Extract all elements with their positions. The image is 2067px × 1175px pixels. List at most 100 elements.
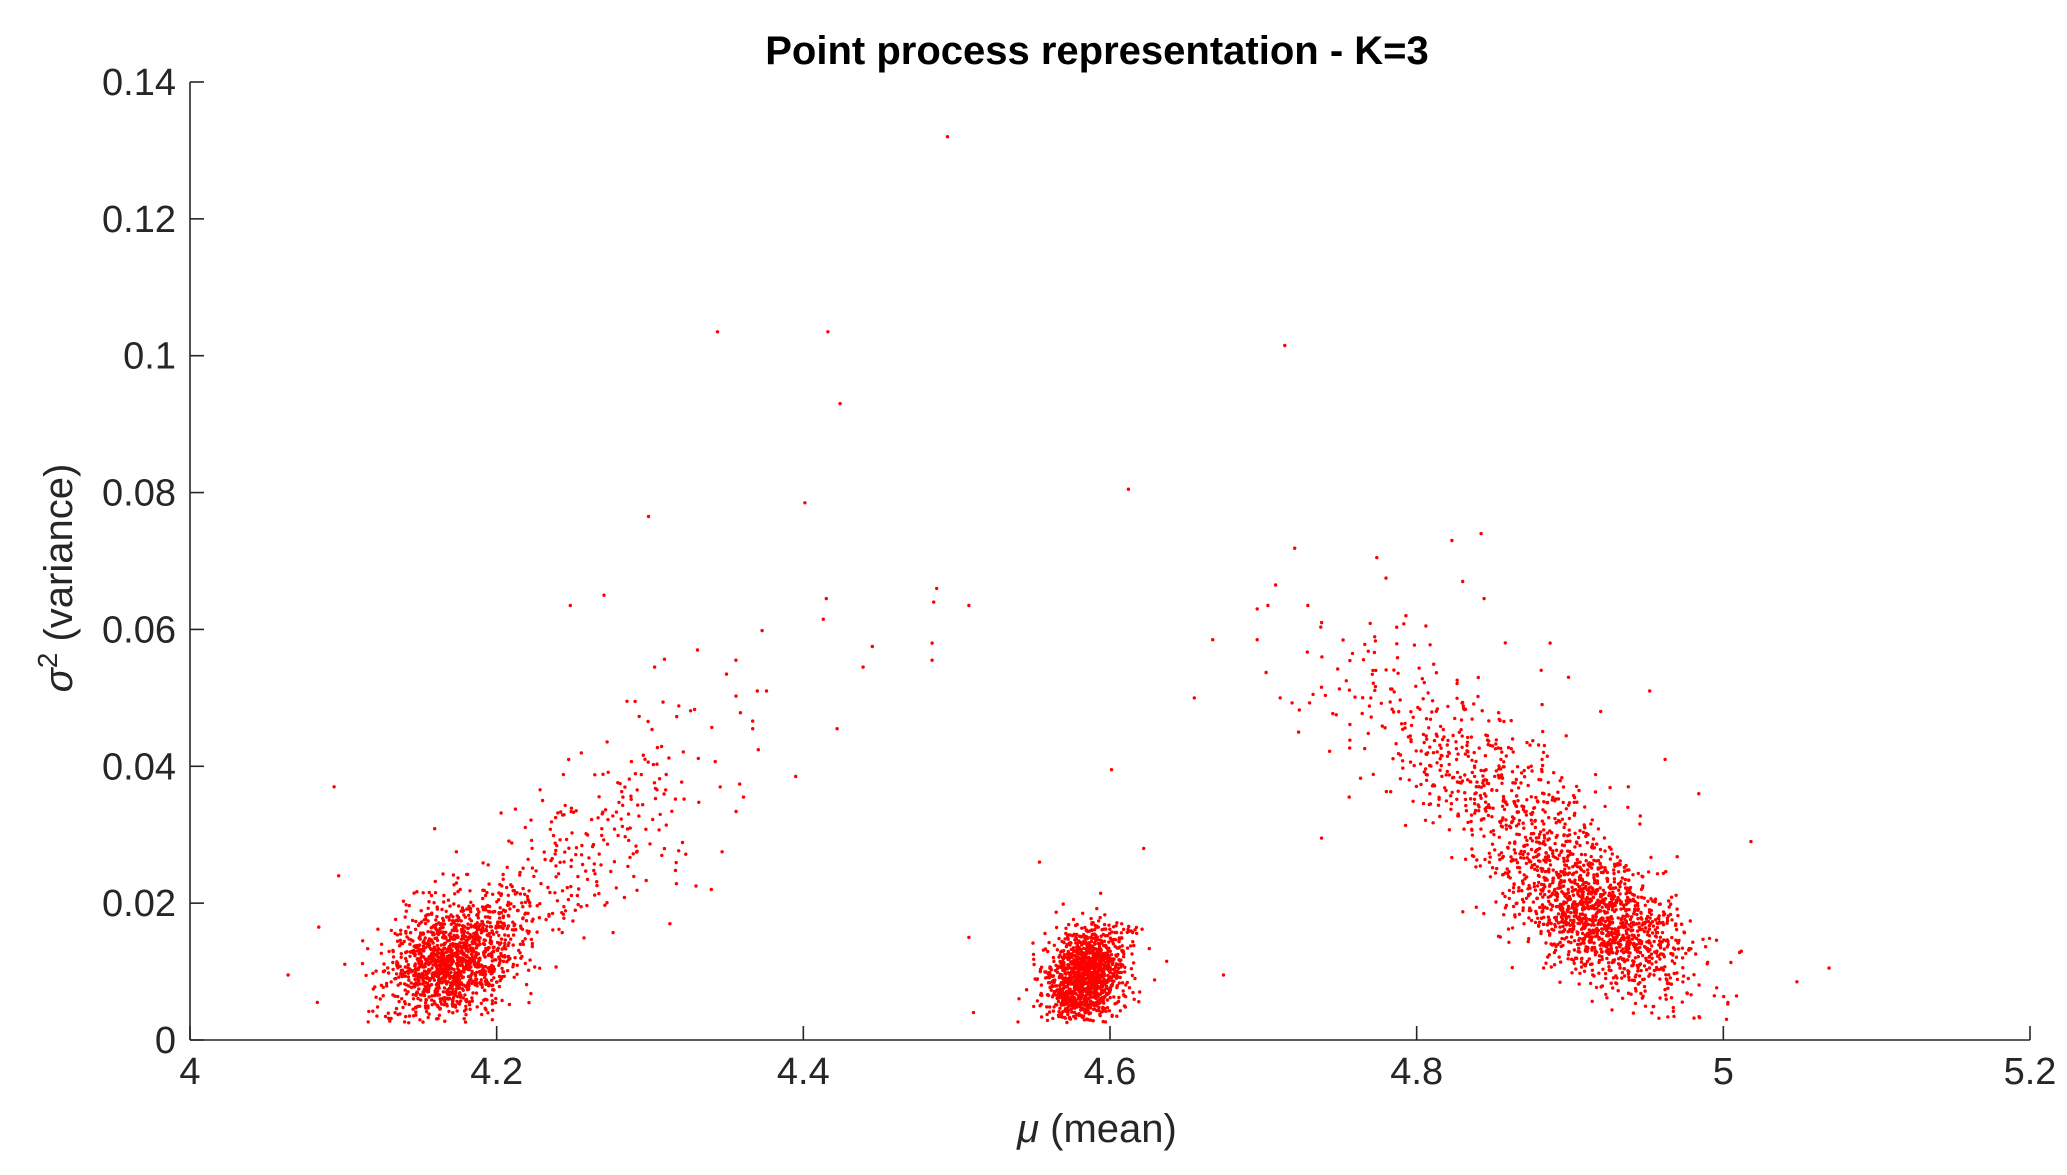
data-point xyxy=(1600,955,1604,959)
data-point xyxy=(411,1007,415,1011)
data-point xyxy=(416,981,420,985)
x-tick-label: 4.6 xyxy=(1084,1051,1137,1093)
data-point xyxy=(1658,946,1663,950)
data-point xyxy=(381,994,385,998)
data-point xyxy=(394,1006,399,1011)
data-point xyxy=(1614,937,1618,942)
data-point xyxy=(408,950,413,954)
data-point xyxy=(1075,951,1079,955)
data-point xyxy=(1646,914,1650,919)
data-point xyxy=(1100,996,1105,1000)
data-point xyxy=(398,938,403,942)
data-point xyxy=(511,920,515,924)
data-point xyxy=(1536,859,1541,863)
data-point xyxy=(1627,878,1631,882)
data-point xyxy=(1579,960,1584,964)
data-point xyxy=(1553,799,1557,803)
data-point xyxy=(1643,1004,1648,1008)
data-point xyxy=(1627,954,1631,958)
data-point xyxy=(1626,950,1631,955)
data-point xyxy=(430,911,434,915)
data-point xyxy=(1062,940,1066,945)
data-point xyxy=(476,916,480,920)
data-point xyxy=(1644,920,1648,924)
data-point xyxy=(445,948,449,952)
data-point xyxy=(1110,983,1114,988)
data-point xyxy=(479,982,483,986)
data-point xyxy=(435,938,440,943)
data-point xyxy=(529,991,533,996)
data-point xyxy=(1622,967,1626,971)
data-point xyxy=(1510,737,1515,741)
data-point xyxy=(1547,889,1551,894)
data-point xyxy=(1520,889,1524,893)
data-point xyxy=(673,797,678,801)
data-point xyxy=(1398,698,1402,702)
data-point xyxy=(1510,815,1515,819)
data-point xyxy=(1444,788,1448,793)
data-point xyxy=(1016,1020,1020,1024)
data-point xyxy=(1447,773,1452,777)
data-point xyxy=(569,893,574,898)
data-point xyxy=(510,841,514,845)
data-point xyxy=(1619,921,1623,925)
data-point xyxy=(406,963,410,967)
data-point xyxy=(1266,603,1270,608)
data-point xyxy=(501,908,506,912)
data-point xyxy=(1068,933,1072,937)
data-point xyxy=(418,934,422,939)
data-point xyxy=(1629,921,1634,925)
data-point xyxy=(417,972,422,976)
data-point xyxy=(451,919,455,923)
data-point xyxy=(1094,986,1098,990)
data-point xyxy=(505,885,509,890)
data-point xyxy=(1582,922,1586,927)
data-point xyxy=(459,981,464,985)
data-point xyxy=(445,954,449,959)
data-point xyxy=(1132,943,1136,948)
data-point xyxy=(1578,971,1582,975)
data-point xyxy=(1541,895,1545,899)
data-point xyxy=(1827,966,1831,970)
data-point xyxy=(1046,949,1050,954)
data-point xyxy=(1606,907,1611,911)
data-point xyxy=(1074,935,1078,939)
data-point xyxy=(1082,988,1086,992)
data-point xyxy=(483,997,487,1001)
data-point xyxy=(505,969,510,973)
data-point xyxy=(1072,989,1076,993)
data-point xyxy=(1543,878,1547,882)
data-point xyxy=(1576,835,1581,840)
data-point xyxy=(1087,955,1091,959)
data-point xyxy=(483,972,488,976)
data-point xyxy=(1616,916,1620,920)
data-point xyxy=(423,921,428,926)
data-point xyxy=(1527,883,1531,888)
data-point xyxy=(490,1002,494,1006)
data-point xyxy=(538,902,542,906)
data-point xyxy=(1497,764,1501,768)
data-point xyxy=(574,846,579,850)
data-point xyxy=(563,850,567,854)
data-point xyxy=(1479,827,1483,831)
data-point xyxy=(635,888,639,892)
data-point xyxy=(1614,898,1619,902)
data-point xyxy=(562,860,566,864)
data-point xyxy=(1624,920,1628,924)
data-point xyxy=(1537,880,1541,885)
data-point xyxy=(412,891,416,895)
data-point xyxy=(1465,740,1470,744)
data-point xyxy=(491,945,495,950)
data-point xyxy=(600,833,604,838)
data-point xyxy=(1593,790,1598,794)
data-point xyxy=(1105,964,1109,969)
data-point xyxy=(429,926,433,930)
data-point xyxy=(1428,643,1432,647)
data-point xyxy=(529,818,533,822)
data-point xyxy=(465,872,469,877)
data-point xyxy=(1092,990,1096,995)
data-point xyxy=(1075,932,1079,937)
data-point xyxy=(627,838,631,843)
data-point xyxy=(1614,974,1618,978)
data-point xyxy=(415,945,419,950)
